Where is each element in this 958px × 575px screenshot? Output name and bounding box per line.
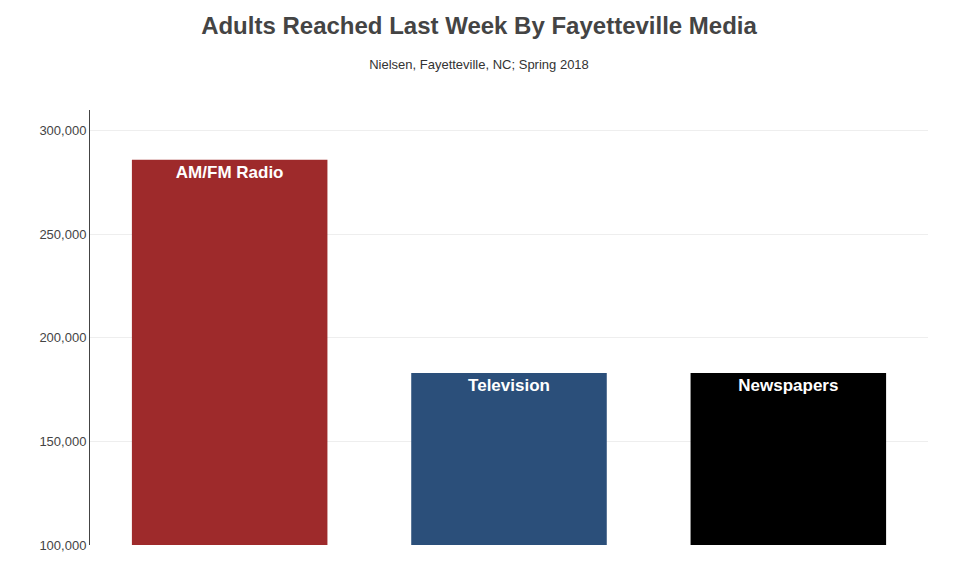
svg-text:150,000: 150,000: [39, 434, 86, 449]
svg-text:100,000: 100,000: [39, 538, 86, 553]
svg-text:Nielsen, Fayetteville, NC; Spr: Nielsen, Fayetteville, NC; Spring 2018: [369, 57, 589, 72]
svg-text:250,000: 250,000: [39, 227, 86, 242]
svg-text:300,000: 300,000: [39, 123, 86, 138]
svg-text:Newspapers: Newspapers: [738, 376, 838, 395]
svg-text:AM/FM Radio: AM/FM Radio: [176, 163, 284, 182]
svg-text:200,000: 200,000: [39, 330, 86, 345]
svg-text:Television: Television: [468, 376, 550, 395]
svg-text:Adults Reached Last Week By Fa: Adults Reached Last Week By Fayetteville…: [201, 12, 757, 39]
